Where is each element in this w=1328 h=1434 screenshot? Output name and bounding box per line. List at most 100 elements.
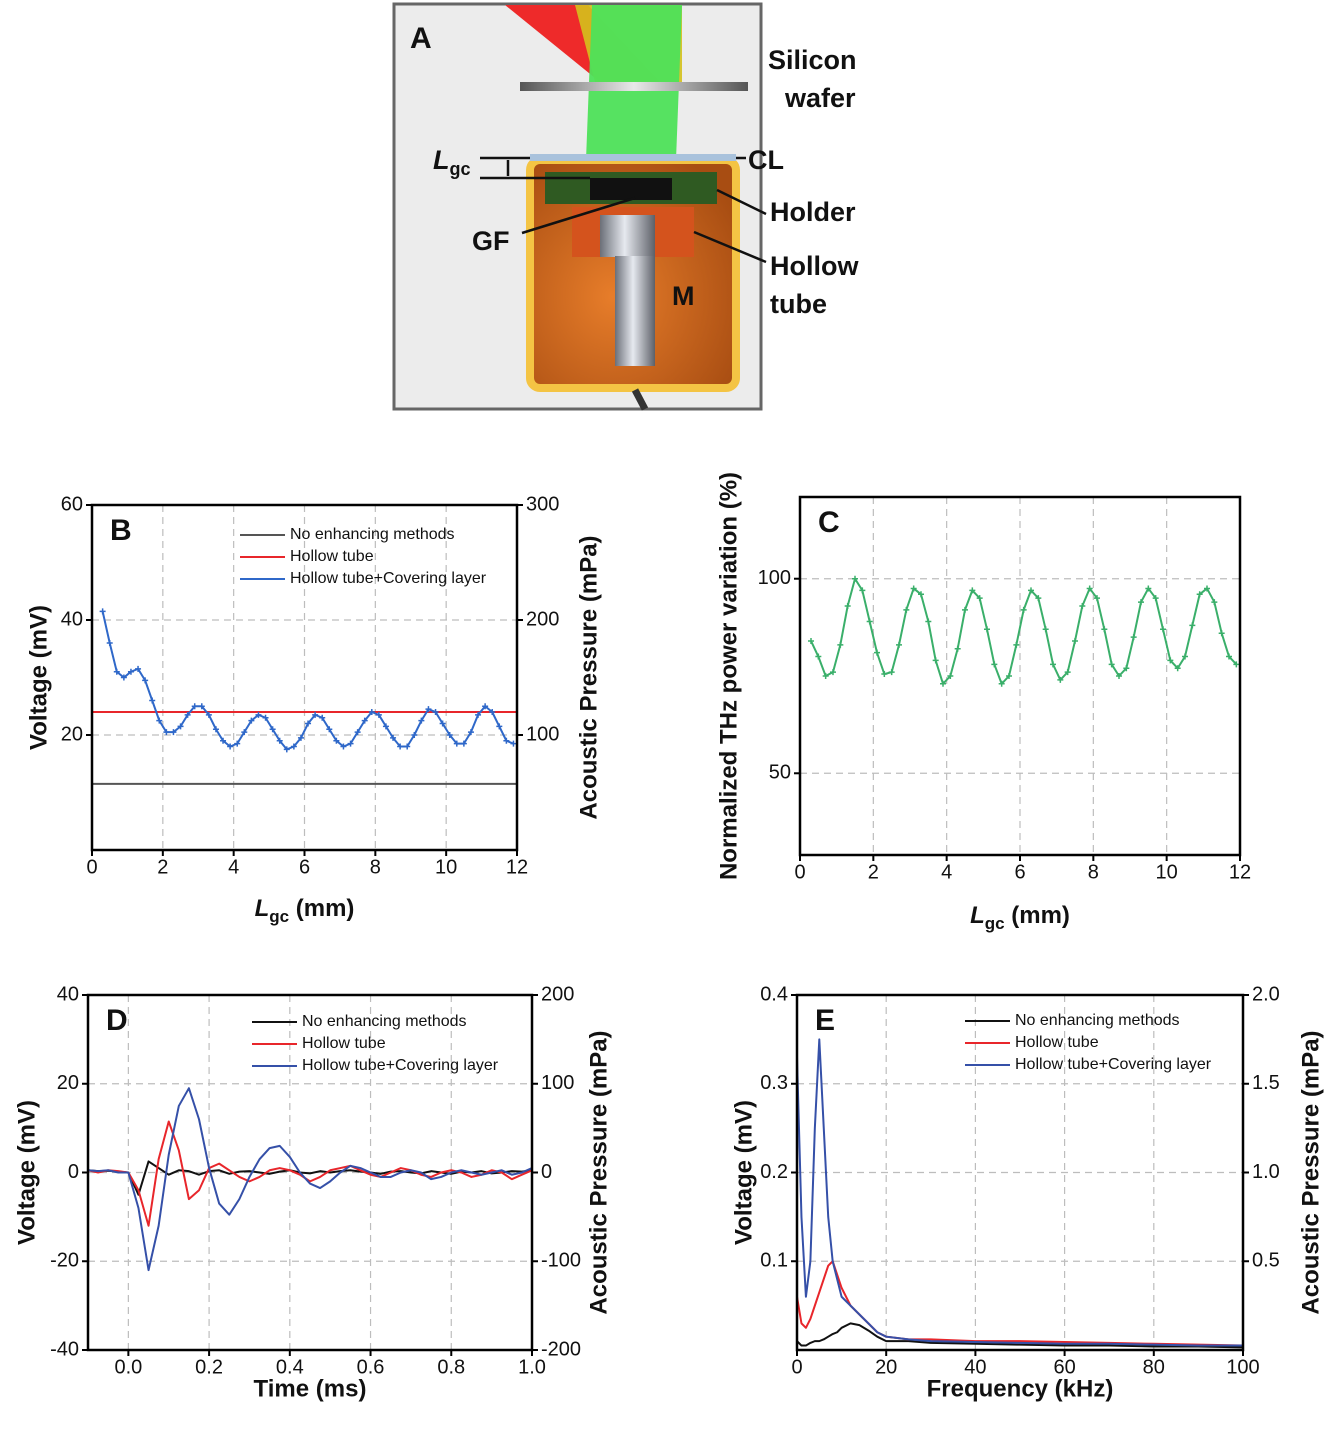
y2-tick-label: 1.0	[1252, 1161, 1280, 1183]
legend-label: Hollow tube	[1015, 1034, 1099, 1051]
y-tick-label: 20	[61, 723, 83, 745]
marker	[1072, 637, 1078, 644]
label: Hollow	[770, 251, 859, 281]
marker	[475, 711, 482, 718]
marker	[1204, 585, 1210, 592]
y-tick-label: 0.4	[760, 983, 788, 1005]
marker	[866, 618, 873, 625]
y-tick-label: 0.1	[760, 1250, 788, 1272]
marker	[954, 645, 961, 652]
marker	[319, 714, 326, 721]
marker	[1057, 676, 1064, 683]
y-tick-label: -20	[50, 1250, 79, 1272]
marker	[375, 711, 382, 718]
marker	[940, 680, 946, 687]
panel-label: C	[818, 506, 840, 539]
marker	[212, 726, 219, 733]
marker	[99, 608, 106, 615]
series-line	[796, 1260, 1244, 1347]
marker	[815, 653, 822, 660]
marker	[397, 743, 404, 750]
y-tick-label: 40	[57, 983, 79, 1005]
y2-tick-label: 1.5	[1252, 1072, 1280, 1094]
marker	[290, 743, 297, 750]
x-tick-label: 2	[868, 861, 879, 883]
legend-label: No enhancing methods	[1015, 1012, 1180, 1029]
label-part: L	[433, 145, 450, 175]
y2-axis-title: Acoustic Pressure (mPa)	[575, 535, 602, 819]
x-tick-label: 12	[1229, 861, 1251, 883]
marker	[283, 746, 290, 753]
x-tick-label: 12	[506, 856, 528, 878]
marker	[888, 669, 895, 676]
x-tick-label: 1.0	[518, 1356, 546, 1378]
marker	[1130, 634, 1137, 641]
marker	[859, 587, 866, 594]
label: CL	[748, 145, 784, 175]
marker	[425, 706, 432, 713]
marker	[347, 740, 354, 747]
marker	[340, 743, 347, 750]
marker	[984, 626, 990, 633]
marker	[1042, 626, 1049, 633]
marker	[844, 602, 851, 609]
marker	[305, 720, 312, 727]
marker	[1218, 630, 1225, 637]
y-tick-label: 0	[68, 1161, 79, 1183]
marker	[1050, 661, 1056, 668]
x-tick-label: 0.0	[114, 1356, 142, 1378]
marker	[947, 673, 954, 679]
covering-layer	[530, 154, 736, 161]
y2-tick-label: -100	[541, 1250, 581, 1272]
marker	[1035, 595, 1042, 602]
marker	[262, 714, 269, 721]
series-line	[810, 577, 1238, 685]
y-tick-label: 0.2	[760, 1161, 788, 1183]
x-axis-title-part: (mm)	[289, 895, 354, 922]
marker	[976, 595, 983, 602]
marker	[142, 677, 149, 684]
marker	[962, 606, 968, 613]
marker	[127, 668, 134, 675]
marker	[220, 737, 227, 744]
marker	[333, 737, 340, 744]
marker	[354, 729, 361, 736]
y-tick-label: -40	[50, 1338, 79, 1360]
x-tick-label: 6	[299, 856, 310, 878]
marker	[234, 740, 241, 747]
marker	[830, 669, 836, 676]
x-tick-label: 10	[435, 856, 457, 878]
cable	[631, 388, 649, 411]
x-axis-title-part: (mm)	[1005, 902, 1070, 929]
y2-tick-label: 100	[541, 1072, 574, 1094]
panel-label: D	[106, 1004, 128, 1037]
marker	[1028, 587, 1034, 594]
diagram: A Silicon wafer CL Holder GF Hollow tube…	[392, 2, 859, 411]
marker	[361, 717, 368, 724]
y-axis-title: Voltage (mV)	[25, 605, 52, 750]
marker	[837, 641, 844, 648]
marker	[1020, 606, 1027, 613]
gf	[590, 178, 672, 200]
x-tick-label: 0	[791, 1356, 802, 1378]
legend-label: Hollow tube+Covering layer	[1015, 1056, 1212, 1073]
legend-label: Hollow tube	[290, 548, 374, 565]
marker	[439, 720, 446, 727]
x-tick-label: 8	[370, 856, 381, 878]
label: Holder	[770, 197, 856, 227]
marker	[255, 711, 262, 718]
y2-axis-title: Acoustic Pressure (mPa)	[1297, 1030, 1324, 1314]
marker	[482, 703, 489, 710]
marker	[326, 726, 333, 733]
marker	[1123, 665, 1130, 672]
marker	[822, 673, 829, 679]
marker	[106, 640, 113, 646]
marker	[411, 732, 418, 738]
marker	[1086, 585, 1093, 592]
marker	[368, 709, 375, 715]
y-tick-label: 50	[769, 762, 791, 784]
marker	[1013, 641, 1020, 648]
x-axis-title-part: gc	[985, 914, 1005, 933]
